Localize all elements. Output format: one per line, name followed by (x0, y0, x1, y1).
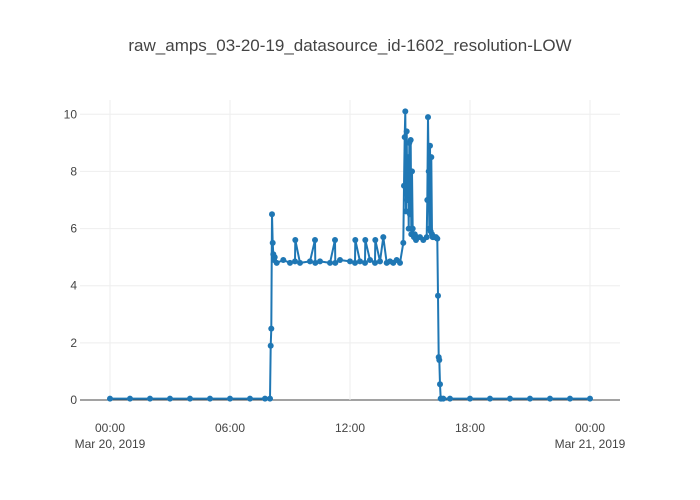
data-point (287, 259, 293, 266)
y-tick-label: 6 (70, 222, 77, 236)
data-point (367, 257, 373, 263)
data-point (352, 237, 359, 243)
data-point (280, 257, 287, 263)
data-point (425, 114, 431, 121)
data-point (567, 395, 573, 402)
data-point (440, 395, 447, 402)
y-tick-label: 10 (64, 107, 78, 121)
data-point (405, 154, 411, 161)
data-point (427, 142, 433, 149)
data-point (297, 259, 303, 266)
x-tick-label: 06:00 (215, 421, 245, 435)
data-point (428, 154, 435, 161)
y-tick-label: 8 (70, 164, 77, 178)
data-point (380, 234, 387, 241)
data-point (337, 257, 343, 263)
data-point (307, 258, 313, 265)
data-point (372, 237, 379, 243)
data-point (401, 182, 407, 189)
data-point (362, 237, 369, 243)
data-point (352, 259, 358, 266)
data-point (362, 259, 368, 266)
data-point (527, 395, 533, 402)
data-point (269, 211, 275, 218)
data-point (507, 395, 513, 402)
data-point (401, 134, 408, 141)
data-point (332, 259, 339, 266)
data-point (407, 211, 413, 218)
data-point (273, 259, 280, 266)
data-point (400, 239, 407, 246)
data-point (271, 254, 278, 261)
data-point (127, 395, 133, 402)
data-point (487, 395, 493, 402)
data-point (167, 395, 173, 402)
data-point (423, 234, 430, 241)
data-point (107, 395, 113, 402)
y-tick-label: 0 (70, 393, 77, 407)
x-tick-label: 00:00 (95, 421, 125, 435)
data-point (347, 258, 353, 265)
data-point (407, 137, 414, 143)
data-point (312, 259, 319, 266)
data-point (404, 197, 411, 203)
data-point (447, 395, 453, 402)
data-point (262, 395, 268, 402)
data-point (372, 259, 378, 266)
data-point (312, 237, 318, 243)
data-point (409, 225, 416, 232)
x-tick-date-label: Mar 21, 2019 (555, 437, 626, 451)
data-point (402, 108, 409, 115)
data-point (587, 395, 593, 402)
data-point (357, 258, 363, 265)
data-point (425, 168, 432, 175)
data-point (292, 258, 298, 265)
x-tick-label: 18:00 (455, 421, 485, 435)
axes: 0 2 4 6 8 10 00:00 Mar 20, 2019 06:00 12:00 18:00 0… (64, 107, 626, 451)
data-point (467, 395, 473, 402)
data-point (397, 259, 403, 266)
data-point (436, 357, 443, 363)
y-tick-label: 2 (70, 336, 77, 350)
data-point (247, 395, 253, 402)
data-point (207, 395, 213, 402)
data-point (327, 259, 333, 266)
data-point (317, 258, 323, 265)
data-point (147, 395, 153, 402)
grid (80, 100, 620, 401)
data-point (268, 325, 275, 332)
data-point (227, 395, 233, 402)
y-tick-label: 4 (70, 279, 77, 293)
data-point (435, 292, 441, 299)
data-point (187, 395, 193, 402)
data-point (434, 235, 441, 242)
series-amps (107, 108, 593, 402)
data-point (424, 197, 431, 203)
data-point (377, 258, 383, 265)
x-tick-date-label: Mar 20, 2019 (75, 437, 146, 451)
x-tick-label: 12:00 (335, 421, 365, 435)
x-tick-label: 00:00 (575, 421, 605, 435)
data-point (267, 342, 274, 349)
data-point (403, 128, 410, 135)
data-point (409, 168, 415, 175)
data-point (269, 239, 276, 246)
data-point (292, 237, 299, 243)
chart-title: raw_amps_03-20-19_datasource_id-1602_res… (128, 36, 571, 55)
data-point (332, 237, 338, 243)
data-point (267, 395, 273, 402)
data-point (547, 395, 553, 402)
data-point (437, 381, 443, 388)
